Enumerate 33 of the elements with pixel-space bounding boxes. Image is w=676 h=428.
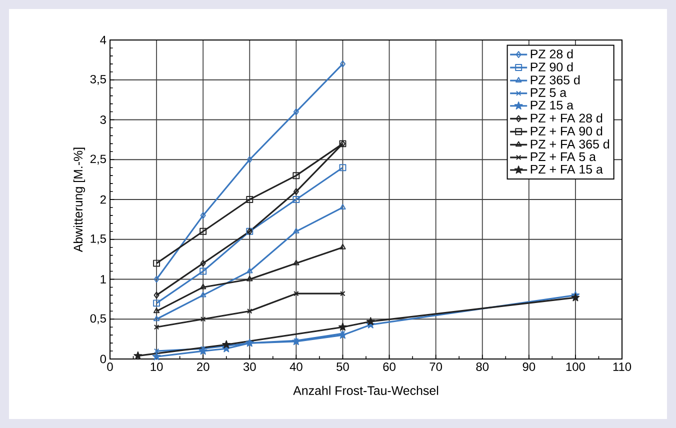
- x-tick-label: 50: [336, 362, 349, 371]
- x-tick-label: 80: [476, 362, 489, 371]
- legend-label: PZ + FA 5 a: [530, 152, 596, 162]
- legend-label: PZ 15 a: [530, 100, 574, 110]
- y-tick-label: 3: [100, 116, 106, 124]
- y-tick-label: 2,5: [90, 154, 106, 165]
- x-tick-label: 110: [613, 362, 632, 371]
- legend-label: PZ + FA 28 d: [530, 113, 602, 123]
- x-axis-title: Anzahl Frost-Tau-Wechsel: [293, 386, 438, 395]
- x-tick-label: 60: [383, 362, 396, 371]
- legend-label: PZ 28 d: [530, 49, 573, 58]
- x-tick-label: 40: [290, 362, 302, 371]
- y-tick-label: 4: [100, 36, 106, 44]
- x-tick-label: 100: [566, 362, 585, 371]
- legend-label: PZ 5 a: [530, 88, 567, 97]
- x-tick-label: 10: [150, 362, 163, 371]
- legend-label: PZ 365 d: [530, 75, 580, 84]
- legend-label: PZ + FA 365 d: [530, 139, 610, 149]
- y-axis-title: Abwitterung [M.-%]: [73, 148, 86, 252]
- legend-label: PZ + FA 15 a: [530, 164, 603, 174]
- legend-label: PZ + FA 90 d: [530, 126, 602, 136]
- x-tick-label: 70: [430, 362, 442, 371]
- y-tick-label: 2: [100, 195, 106, 204]
- x-tick-label: 90: [522, 362, 536, 371]
- y-tick-label: 3,5: [90, 74, 106, 85]
- x-tick-label: 0: [107, 362, 113, 371]
- y-tick-label: 0: [100, 354, 106, 364]
- x-tick-label: 30: [243, 362, 256, 371]
- x-tick-label: 20: [197, 362, 210, 371]
- y-tick-label: 0,5: [90, 314, 106, 324]
- legend-label: PZ 90 d: [530, 62, 573, 72]
- y-tick-label: 1: [100, 275, 106, 284]
- y-tick-label: 1,5: [90, 234, 106, 244]
